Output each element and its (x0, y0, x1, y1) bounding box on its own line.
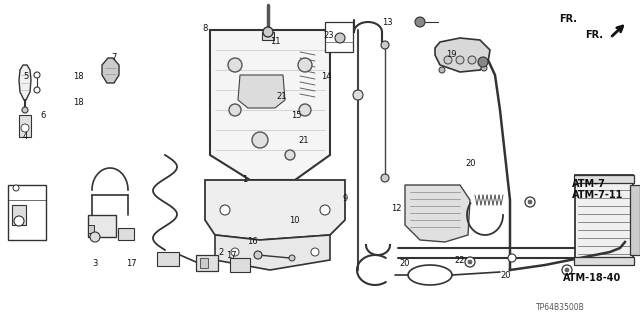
Circle shape (468, 260, 472, 264)
Circle shape (90, 232, 100, 242)
Circle shape (311, 248, 319, 256)
Bar (230, 258, 250, 272)
Text: 20: 20 (400, 260, 410, 268)
Polygon shape (102, 58, 119, 83)
Text: 20: 20 (500, 271, 511, 280)
Bar (398, 145, 508, 255)
Polygon shape (408, 265, 452, 285)
Text: ATM-18-40: ATM-18-40 (563, 273, 621, 284)
Circle shape (14, 216, 24, 226)
Circle shape (229, 104, 241, 116)
Text: 23: 23 (323, 31, 333, 40)
Text: 6: 6 (41, 111, 46, 120)
Bar (118, 228, 134, 240)
Text: 18: 18 (73, 98, 83, 107)
Polygon shape (238, 75, 285, 108)
Text: FR.: FR. (585, 30, 603, 40)
Text: 13: 13 (382, 18, 392, 27)
Circle shape (298, 58, 312, 72)
Circle shape (525, 197, 535, 207)
Polygon shape (19, 65, 31, 100)
Circle shape (285, 150, 295, 160)
Bar (88, 225, 94, 233)
Text: 5: 5 (23, 72, 28, 81)
Circle shape (34, 87, 40, 93)
Text: 15: 15 (291, 111, 301, 120)
Circle shape (289, 255, 295, 261)
Text: 21: 21 (276, 92, 287, 100)
Circle shape (415, 17, 425, 27)
Bar (630, 185, 640, 255)
Circle shape (439, 67, 445, 73)
Circle shape (13, 185, 19, 191)
Text: 19: 19 (446, 50, 456, 59)
Bar (8, 185, 46, 240)
Circle shape (231, 248, 239, 256)
Polygon shape (405, 185, 470, 242)
Circle shape (508, 254, 516, 262)
Circle shape (481, 65, 487, 71)
Text: 14: 14 (321, 72, 332, 81)
Text: 3: 3 (92, 260, 97, 268)
Circle shape (381, 174, 389, 182)
Circle shape (565, 268, 569, 272)
Bar (574, 175, 634, 183)
Bar (575, 175, 633, 265)
Bar (196, 255, 218, 271)
Circle shape (353, 90, 363, 100)
Circle shape (335, 33, 345, 43)
Text: 11: 11 (270, 37, 280, 46)
Text: 10: 10 (289, 216, 300, 225)
Circle shape (252, 132, 268, 148)
Bar (157, 252, 179, 266)
Polygon shape (435, 38, 490, 72)
Circle shape (34, 72, 40, 78)
Circle shape (220, 205, 230, 215)
Text: 12: 12 (392, 204, 402, 212)
Text: 8: 8 (202, 24, 207, 33)
Circle shape (21, 124, 29, 132)
Circle shape (468, 56, 476, 64)
Polygon shape (215, 235, 330, 270)
Bar (19, 115, 31, 137)
Polygon shape (205, 180, 345, 240)
Text: 18: 18 (73, 72, 83, 81)
Polygon shape (210, 30, 330, 180)
Circle shape (22, 107, 28, 113)
Text: 7: 7 (111, 53, 116, 62)
Text: 17: 17 (227, 252, 237, 260)
Circle shape (254, 251, 262, 259)
Bar (262, 32, 274, 40)
Text: 16: 16 (248, 237, 258, 246)
Text: 4: 4 (23, 132, 28, 140)
Text: ATM-7-11: ATM-7-11 (572, 190, 623, 200)
Text: 17: 17 (126, 260, 136, 268)
Bar (12, 205, 26, 225)
Bar (200, 258, 208, 268)
Bar (88, 215, 116, 237)
Circle shape (299, 104, 311, 116)
Circle shape (465, 257, 475, 267)
Text: ATM-7: ATM-7 (572, 179, 605, 189)
Text: FR.: FR. (559, 14, 577, 24)
Circle shape (562, 265, 572, 275)
Circle shape (263, 27, 273, 37)
Circle shape (381, 41, 389, 49)
Circle shape (528, 200, 532, 204)
Text: TP64B3500B: TP64B3500B (536, 303, 584, 313)
Text: 2: 2 (218, 248, 223, 257)
Circle shape (456, 56, 464, 64)
Text: 9: 9 (343, 194, 348, 203)
Bar (574, 257, 634, 265)
Text: 1: 1 (242, 175, 247, 184)
Circle shape (228, 58, 242, 72)
Text: 20: 20 (465, 159, 476, 168)
Bar (325, 22, 353, 52)
Text: 22: 22 (454, 256, 465, 265)
Circle shape (320, 205, 330, 215)
Circle shape (444, 56, 452, 64)
Circle shape (478, 57, 488, 67)
Text: 21: 21 (299, 136, 309, 145)
